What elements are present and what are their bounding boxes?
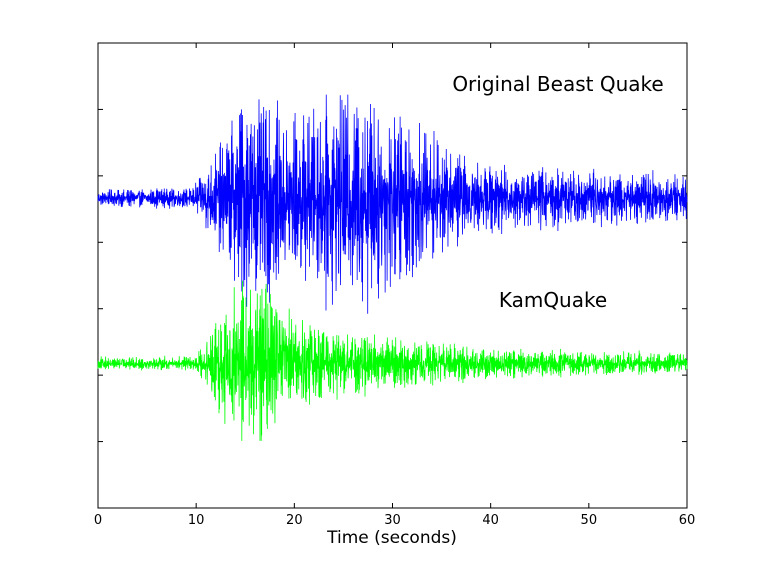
plot-frame [97,42,688,509]
series-label-original-beast-quake: Original Beast Quake [452,72,663,96]
x-ticks: 0 10 20 30 40 50 60 [94,43,695,528]
x-tick-label: 10 [188,513,205,528]
series-label-kamquake: KamQuake [499,288,607,312]
x-tick-label: 60 [679,513,696,528]
x-tick-label: 40 [482,513,499,528]
y-ticks [98,108,687,443]
series-layer [97,94,688,441]
series-line-original-beast-quake [97,94,688,314]
x-tick-label: 20 [286,513,303,528]
x-axis-label: Time (seconds) [326,528,457,548]
x-tick-label: 50 [581,513,598,528]
x-tick-label: 30 [384,513,401,528]
x-tick-label: 0 [94,513,102,528]
series-line-kamquake [97,280,688,441]
